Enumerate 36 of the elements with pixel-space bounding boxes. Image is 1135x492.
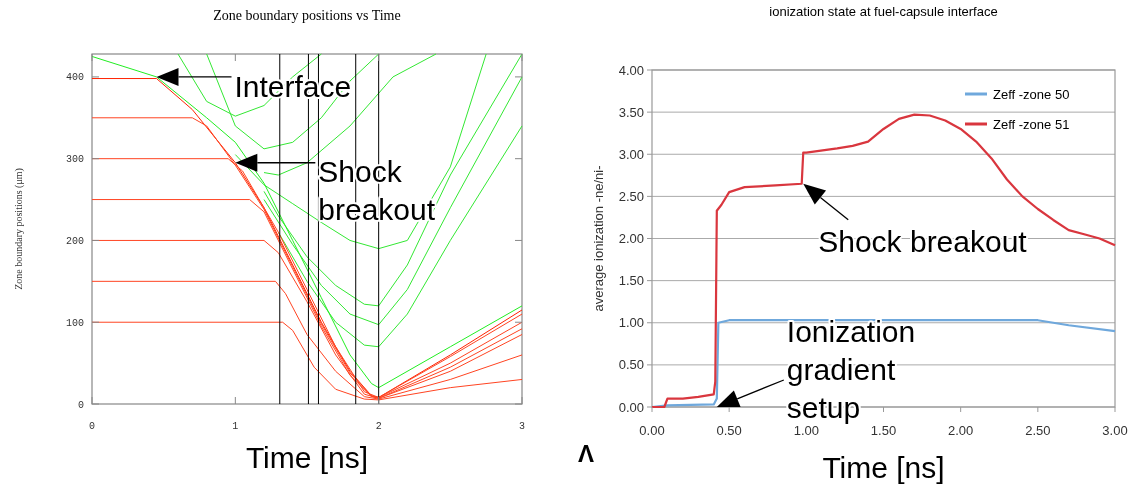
y-tick-label: 0 [77, 399, 84, 411]
annotation: Ionization gradient setup [786, 315, 916, 424]
x-tick-label: 0 [88, 421, 96, 432]
x-tick-label: 1.50 [870, 423, 897, 438]
x-tick-label: 2 [375, 421, 382, 432]
y-axis-title: average ionization -ne/ni- [590, 165, 606, 312]
x-tick-label: 3 [518, 421, 526, 432]
y-tick-label: 100 [65, 317, 84, 329]
y-tick-label: 1.00 [618, 315, 644, 331]
legend-label: Zeff -zone 51 [993, 116, 1070, 132]
x-tick-label: 2.00 [948, 423, 974, 438]
legend-label: Zeff -zone 50 [993, 86, 1070, 102]
y-tick-label: 2.00 [618, 231, 644, 247]
x-tick-label: 0.00 [639, 423, 665, 438]
y-tick-label: 400 [65, 72, 84, 84]
y-tick-label: 200 [65, 235, 84, 247]
x-tick-label: 2.50 [1025, 423, 1051, 438]
chart-title: Zone boundary positions vs Time [213, 8, 401, 23]
x-tick-label: 1.00 [793, 423, 819, 438]
chart-title: ionization state at fuel-capsule interface [769, 4, 998, 19]
y-tick-label: 3.00 [618, 146, 644, 162]
x-axis-title: Time [ns] [822, 451, 945, 484]
y-tick-label: 0.50 [618, 357, 644, 373]
y-axis-title: Zone boundary positions (μm) [12, 168, 25, 290]
x-axis-title: Time [ns] [245, 441, 369, 474]
y-tick-label: 300 [65, 154, 84, 166]
x-tick-label: 0.50 [716, 423, 742, 438]
annotation: Shock breakout [818, 224, 1028, 258]
x-tick-label: 1 [232, 421, 239, 432]
x-tick-label: 3.00 [1102, 423, 1128, 438]
y-tick-label: 0.00 [618, 399, 644, 415]
y-tick-label: 4.00 [618, 62, 644, 78]
y-tick-label: 2.50 [618, 188, 644, 204]
y-tick-label: 1.50 [618, 273, 644, 289]
y-tick-label: 3.50 [618, 104, 644, 120]
text: Λ [578, 440, 595, 467]
